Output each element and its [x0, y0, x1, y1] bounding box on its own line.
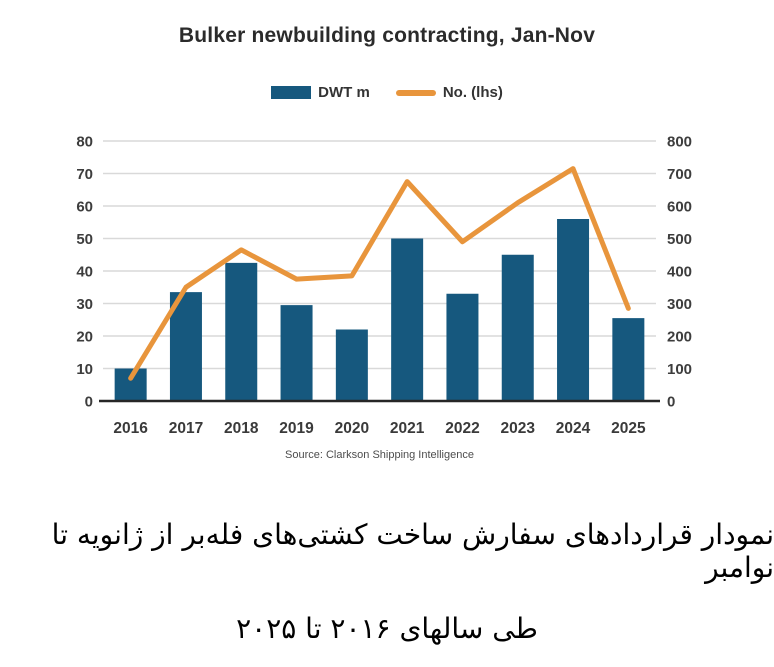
legend-item-dwt: DWT m	[271, 84, 370, 101]
bar-2021	[391, 238, 424, 401]
right-axis-tick-800: 800	[667, 134, 692, 151]
right-axis-tick-100: 100	[667, 361, 692, 378]
right-axis-tick-500: 500	[667, 231, 692, 248]
left-axis-tick-30: 30	[76, 296, 93, 313]
bar-2023	[501, 254, 534, 401]
bar-2024	[557, 219, 590, 401]
caption-line-1: نمودار قراردادهای سفارش ساخت کشتی‌های فل…	[51, 518, 774, 584]
line-series-label: No. (lhs)	[442, 84, 503, 101]
bar-2018	[225, 262, 258, 401]
right-axis-tick-200: 200	[667, 329, 692, 346]
bar-2017	[169, 292, 202, 401]
legend-item-no: No. (lhs)	[395, 84, 503, 101]
x-tick-2017: 2017	[169, 420, 203, 437]
x-tick-2024: 2024	[556, 420, 591, 437]
source-note: Source: Clarkson Shipping Intelligence	[285, 449, 474, 461]
left-axis-tick-80: 80	[76, 134, 93, 151]
x-tick-2016: 2016	[113, 420, 148, 437]
bar-2019	[280, 305, 313, 401]
chart-legend: DWT m No. (lhs)	[0, 84, 774, 101]
right-axis-tick-700: 700	[667, 166, 692, 183]
left-axis-tick-0: 0	[85, 394, 93, 411]
right-axis-tick-400: 400	[667, 264, 692, 281]
left-axis-tick-60: 60	[76, 199, 93, 216]
right-axis-tick-300: 300	[667, 296, 692, 313]
line-series-swatch-icon	[395, 89, 436, 96]
x-tick-2019: 2019	[279, 420, 314, 437]
bar-2016	[114, 368, 147, 401]
bar-series-label: DWT m	[318, 84, 370, 101]
bar-2020	[335, 329, 368, 401]
left-axis-tick-40: 40	[76, 264, 93, 281]
bar-2022	[446, 293, 479, 401]
contracts-number-line	[128, 166, 631, 381]
combo-chart: 0102030405060708001002003004005006007008…	[76, 134, 692, 462]
chart-title: Bulker newbuilding contracting, Jan-Nov	[178, 24, 596, 47]
bar-series-swatch-icon	[271, 86, 312, 99]
x-tick-2018: 2018	[224, 420, 259, 437]
x-tick-2021: 2021	[390, 420, 425, 437]
left-axis-tick-50: 50	[76, 231, 93, 248]
right-axis-tick-600: 600	[667, 199, 692, 216]
x-tick-2022: 2022	[445, 420, 479, 437]
right-axis-tick-0: 0	[667, 394, 675, 411]
x-tick-2020: 2020	[335, 420, 369, 437]
left-axis-tick-70: 70	[76, 166, 93, 183]
left-axis-tick-20: 20	[76, 329, 93, 346]
left-axis-tick-10: 10	[76, 361, 93, 378]
x-tick-2023: 2023	[501, 420, 536, 437]
bar-2025	[612, 318, 645, 401]
caption-line-2: طی سالهای ۲۰۱۶ تا ۲۰۲۵	[236, 611, 538, 645]
x-tick-2025: 2025	[611, 420, 646, 437]
